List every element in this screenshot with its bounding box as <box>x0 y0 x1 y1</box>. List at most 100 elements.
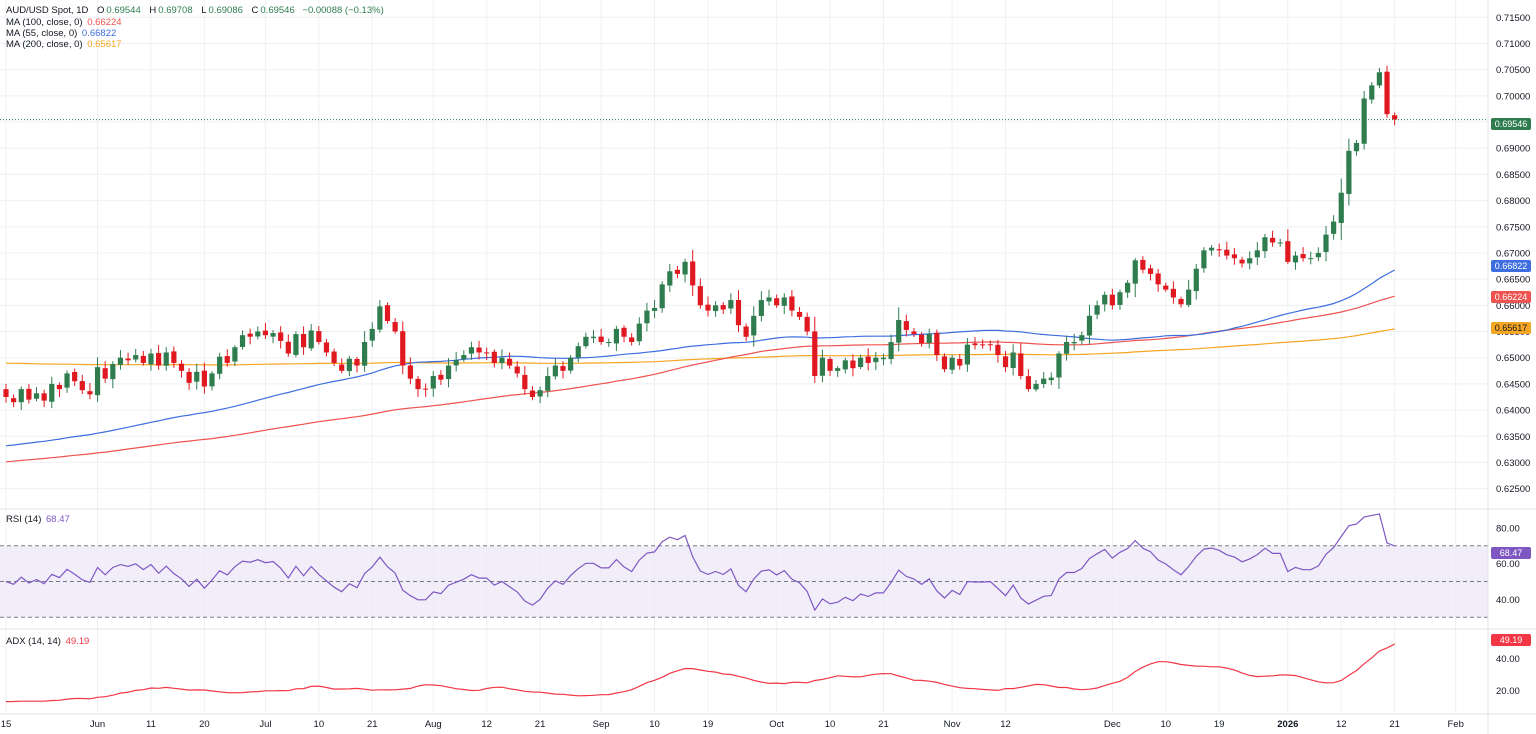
candle[interactable] <box>529 386 536 401</box>
candle[interactable] <box>598 328 604 345</box>
candle[interactable] <box>1208 245 1215 256</box>
candle[interactable] <box>133 348 139 363</box>
candle[interactable] <box>384 302 391 324</box>
candle[interactable] <box>697 278 703 309</box>
candle[interactable] <box>690 249 696 296</box>
candle[interactable] <box>1186 279 1192 308</box>
candle[interactable] <box>407 357 413 385</box>
candle[interactable] <box>148 348 154 371</box>
candle[interactable] <box>445 358 452 388</box>
candle[interactable] <box>140 351 146 366</box>
candle[interactable] <box>1132 258 1138 298</box>
candle[interactable] <box>1033 380 1039 392</box>
candle[interactable] <box>293 331 299 358</box>
candle[interactable] <box>606 338 612 347</box>
candle[interactable] <box>1224 241 1230 260</box>
candle[interactable] <box>682 258 688 283</box>
candle[interactable] <box>934 329 940 362</box>
candle[interactable] <box>941 353 948 373</box>
candle[interactable] <box>26 384 32 404</box>
candle[interactable] <box>621 325 627 343</box>
candle[interactable] <box>796 306 803 320</box>
candle[interactable] <box>651 299 658 319</box>
candle[interactable] <box>667 264 673 292</box>
candle[interactable] <box>156 344 162 370</box>
candle[interactable] <box>201 362 207 394</box>
candle[interactable] <box>262 322 269 339</box>
candle[interactable] <box>1277 238 1283 247</box>
candle[interactable] <box>1041 371 1047 389</box>
candle[interactable] <box>1010 344 1016 376</box>
candle[interactable] <box>1216 243 1222 257</box>
candle[interactable] <box>1193 264 1199 300</box>
candle[interactable] <box>18 386 24 411</box>
candle[interactable] <box>369 322 375 347</box>
candle[interactable] <box>880 353 887 366</box>
candle[interactable] <box>11 394 17 408</box>
candle[interactable] <box>789 290 795 317</box>
candle[interactable] <box>1239 256 1245 268</box>
candle[interactable] <box>163 347 169 371</box>
candle[interactable] <box>209 371 215 391</box>
candle[interactable] <box>484 347 490 361</box>
candle[interactable] <box>590 329 597 344</box>
ma100-legend[interactable]: MA (100, close, 0) 0.66224 <box>6 17 124 28</box>
candle[interactable] <box>178 360 185 378</box>
symbol-title[interactable]: AUD/USD Spot, 1D <box>6 5 89 16</box>
candle[interactable] <box>873 352 879 370</box>
adx-legend[interactable]: ADX (14, 14) 49.19 <box>6 636 91 647</box>
candle[interactable] <box>629 333 635 346</box>
rsi-pane[interactable] <box>0 513 1488 618</box>
candle[interactable] <box>1002 351 1009 372</box>
candle[interactable] <box>491 349 497 368</box>
candle[interactable] <box>453 351 459 372</box>
candle[interactable] <box>49 376 55 409</box>
candle[interactable] <box>1178 296 1184 308</box>
candle[interactable] <box>1308 251 1314 265</box>
candle[interactable] <box>300 326 307 355</box>
candle[interactable] <box>117 350 124 370</box>
candle[interactable] <box>278 326 284 349</box>
candle[interactable] <box>735 290 742 333</box>
candle[interactable] <box>1109 288 1115 310</box>
candle[interactable] <box>712 301 719 317</box>
candle[interactable] <box>522 365 528 395</box>
candle[interactable] <box>3 383 9 403</box>
candle[interactable] <box>171 346 177 368</box>
candle[interactable] <box>506 352 513 369</box>
candle[interactable] <box>1147 264 1154 281</box>
candle[interactable] <box>1384 65 1390 118</box>
candle[interactable] <box>499 349 505 370</box>
candle[interactable] <box>125 352 131 365</box>
candlesticks[interactable] <box>3 65 1398 411</box>
candle[interactable] <box>1048 372 1054 386</box>
candle[interactable] <box>545 367 551 398</box>
candle[interactable] <box>339 358 345 374</box>
candle[interactable] <box>232 345 238 367</box>
candle[interactable] <box>804 312 810 336</box>
candle[interactable] <box>720 302 726 315</box>
candle[interactable] <box>430 371 436 397</box>
candle[interactable] <box>217 352 223 380</box>
candle[interactable] <box>1094 300 1100 320</box>
candle[interactable] <box>1201 247 1207 273</box>
candle[interactable] <box>377 300 383 333</box>
candle[interactable] <box>957 354 963 370</box>
candle[interactable] <box>400 321 406 375</box>
candle[interactable] <box>552 358 558 380</box>
time-axis[interactable]: 15 Jun 11 20 Jul 10 21 Aug 12 21 Sep 10 19 Oct 10 21 Nov… <box>1 719 1464 730</box>
candle[interactable] <box>1369 82 1375 104</box>
candle[interactable] <box>1170 281 1176 304</box>
candle[interactable] <box>857 354 864 370</box>
candle[interactable] <box>1056 351 1062 389</box>
candle[interactable] <box>423 383 429 397</box>
candle[interactable] <box>1102 291 1108 312</box>
candle[interactable] <box>1247 251 1253 270</box>
candle[interactable] <box>705 296 711 317</box>
candle[interactable] <box>323 338 330 357</box>
candle[interactable] <box>644 302 650 332</box>
candle[interactable] <box>308 323 314 351</box>
candle[interactable] <box>972 337 978 350</box>
candle[interactable] <box>781 293 787 315</box>
